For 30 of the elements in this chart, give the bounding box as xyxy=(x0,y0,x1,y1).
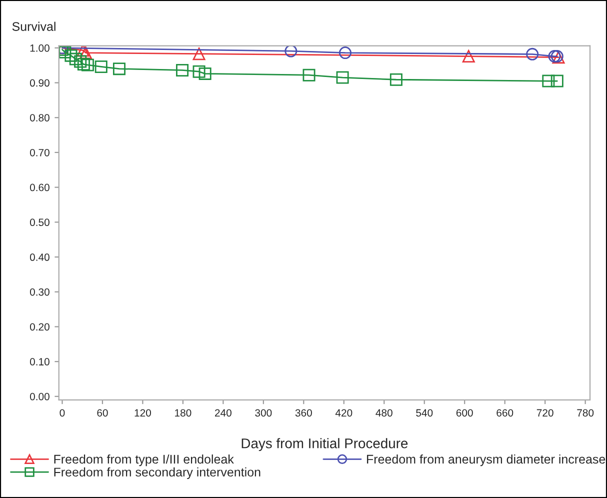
x-tick-label: 660 xyxy=(496,409,514,417)
y-axis-title: Survival xyxy=(12,22,56,31)
y-tick-label: 0.10 xyxy=(30,358,50,366)
y-tick-label: 0.80 xyxy=(30,114,50,122)
y-tick-label: 0.90 xyxy=(30,79,50,87)
legend-label: Freedom from type I/III endoleak xyxy=(54,454,234,466)
y-tick-label: 0.70 xyxy=(30,148,50,156)
legend-label: Freedom from aneurysm diameter increase xyxy=(367,454,606,466)
x-tick-label: 120 xyxy=(134,409,151,417)
x-tick-label: 360 xyxy=(295,409,312,417)
y-tick-label: 0.40 xyxy=(30,254,50,261)
y-tick-label: 1.00 xyxy=(30,44,50,52)
y-tick-label: 0.50 xyxy=(30,218,50,226)
x-tick-label: 240 xyxy=(215,409,232,417)
x-tick-label: 0 xyxy=(60,409,65,417)
y-tick-label: 0.30 xyxy=(30,288,50,296)
x-axis-title: Days from Initial Procedure xyxy=(242,438,408,452)
x-tick-label: 600 xyxy=(456,409,473,417)
x-tick-label: 180 xyxy=(175,409,192,417)
x-tick-label: 300 xyxy=(255,409,272,417)
x-tick-label: 420 xyxy=(335,409,352,417)
x-tick-label: 480 xyxy=(376,409,392,417)
x-tick-label: 720 xyxy=(536,409,554,417)
y-tick-label: 0.20 xyxy=(30,323,50,331)
x-tick-label: 780 xyxy=(577,409,594,417)
legend-label: Freedom from secondary intervention xyxy=(54,467,260,480)
y-tick-label: 0.00 xyxy=(30,392,50,400)
x-tick-label: 60 xyxy=(97,409,108,417)
y-tick-label: 0.60 xyxy=(30,184,50,192)
x-tick-label: 540 xyxy=(416,409,433,417)
